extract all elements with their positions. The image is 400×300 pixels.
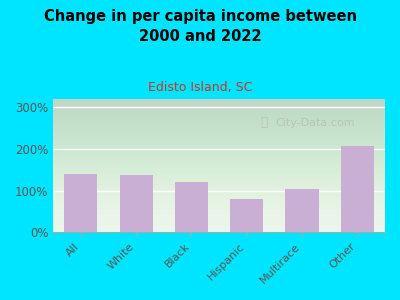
- Text: City-Data.com: City-Data.com: [276, 118, 355, 128]
- Bar: [341, 146, 374, 232]
- Bar: [286, 188, 319, 232]
- Bar: [175, 182, 208, 232]
- Text: Edisto Island, SC: Edisto Island, SC: [148, 81, 252, 94]
- Bar: [120, 175, 153, 232]
- Bar: [64, 174, 98, 232]
- Text: Change in per capita income between
2000 and 2022: Change in per capita income between 2000…: [44, 9, 356, 44]
- Text: ⓘ: ⓘ: [260, 116, 268, 130]
- Bar: [230, 199, 263, 232]
